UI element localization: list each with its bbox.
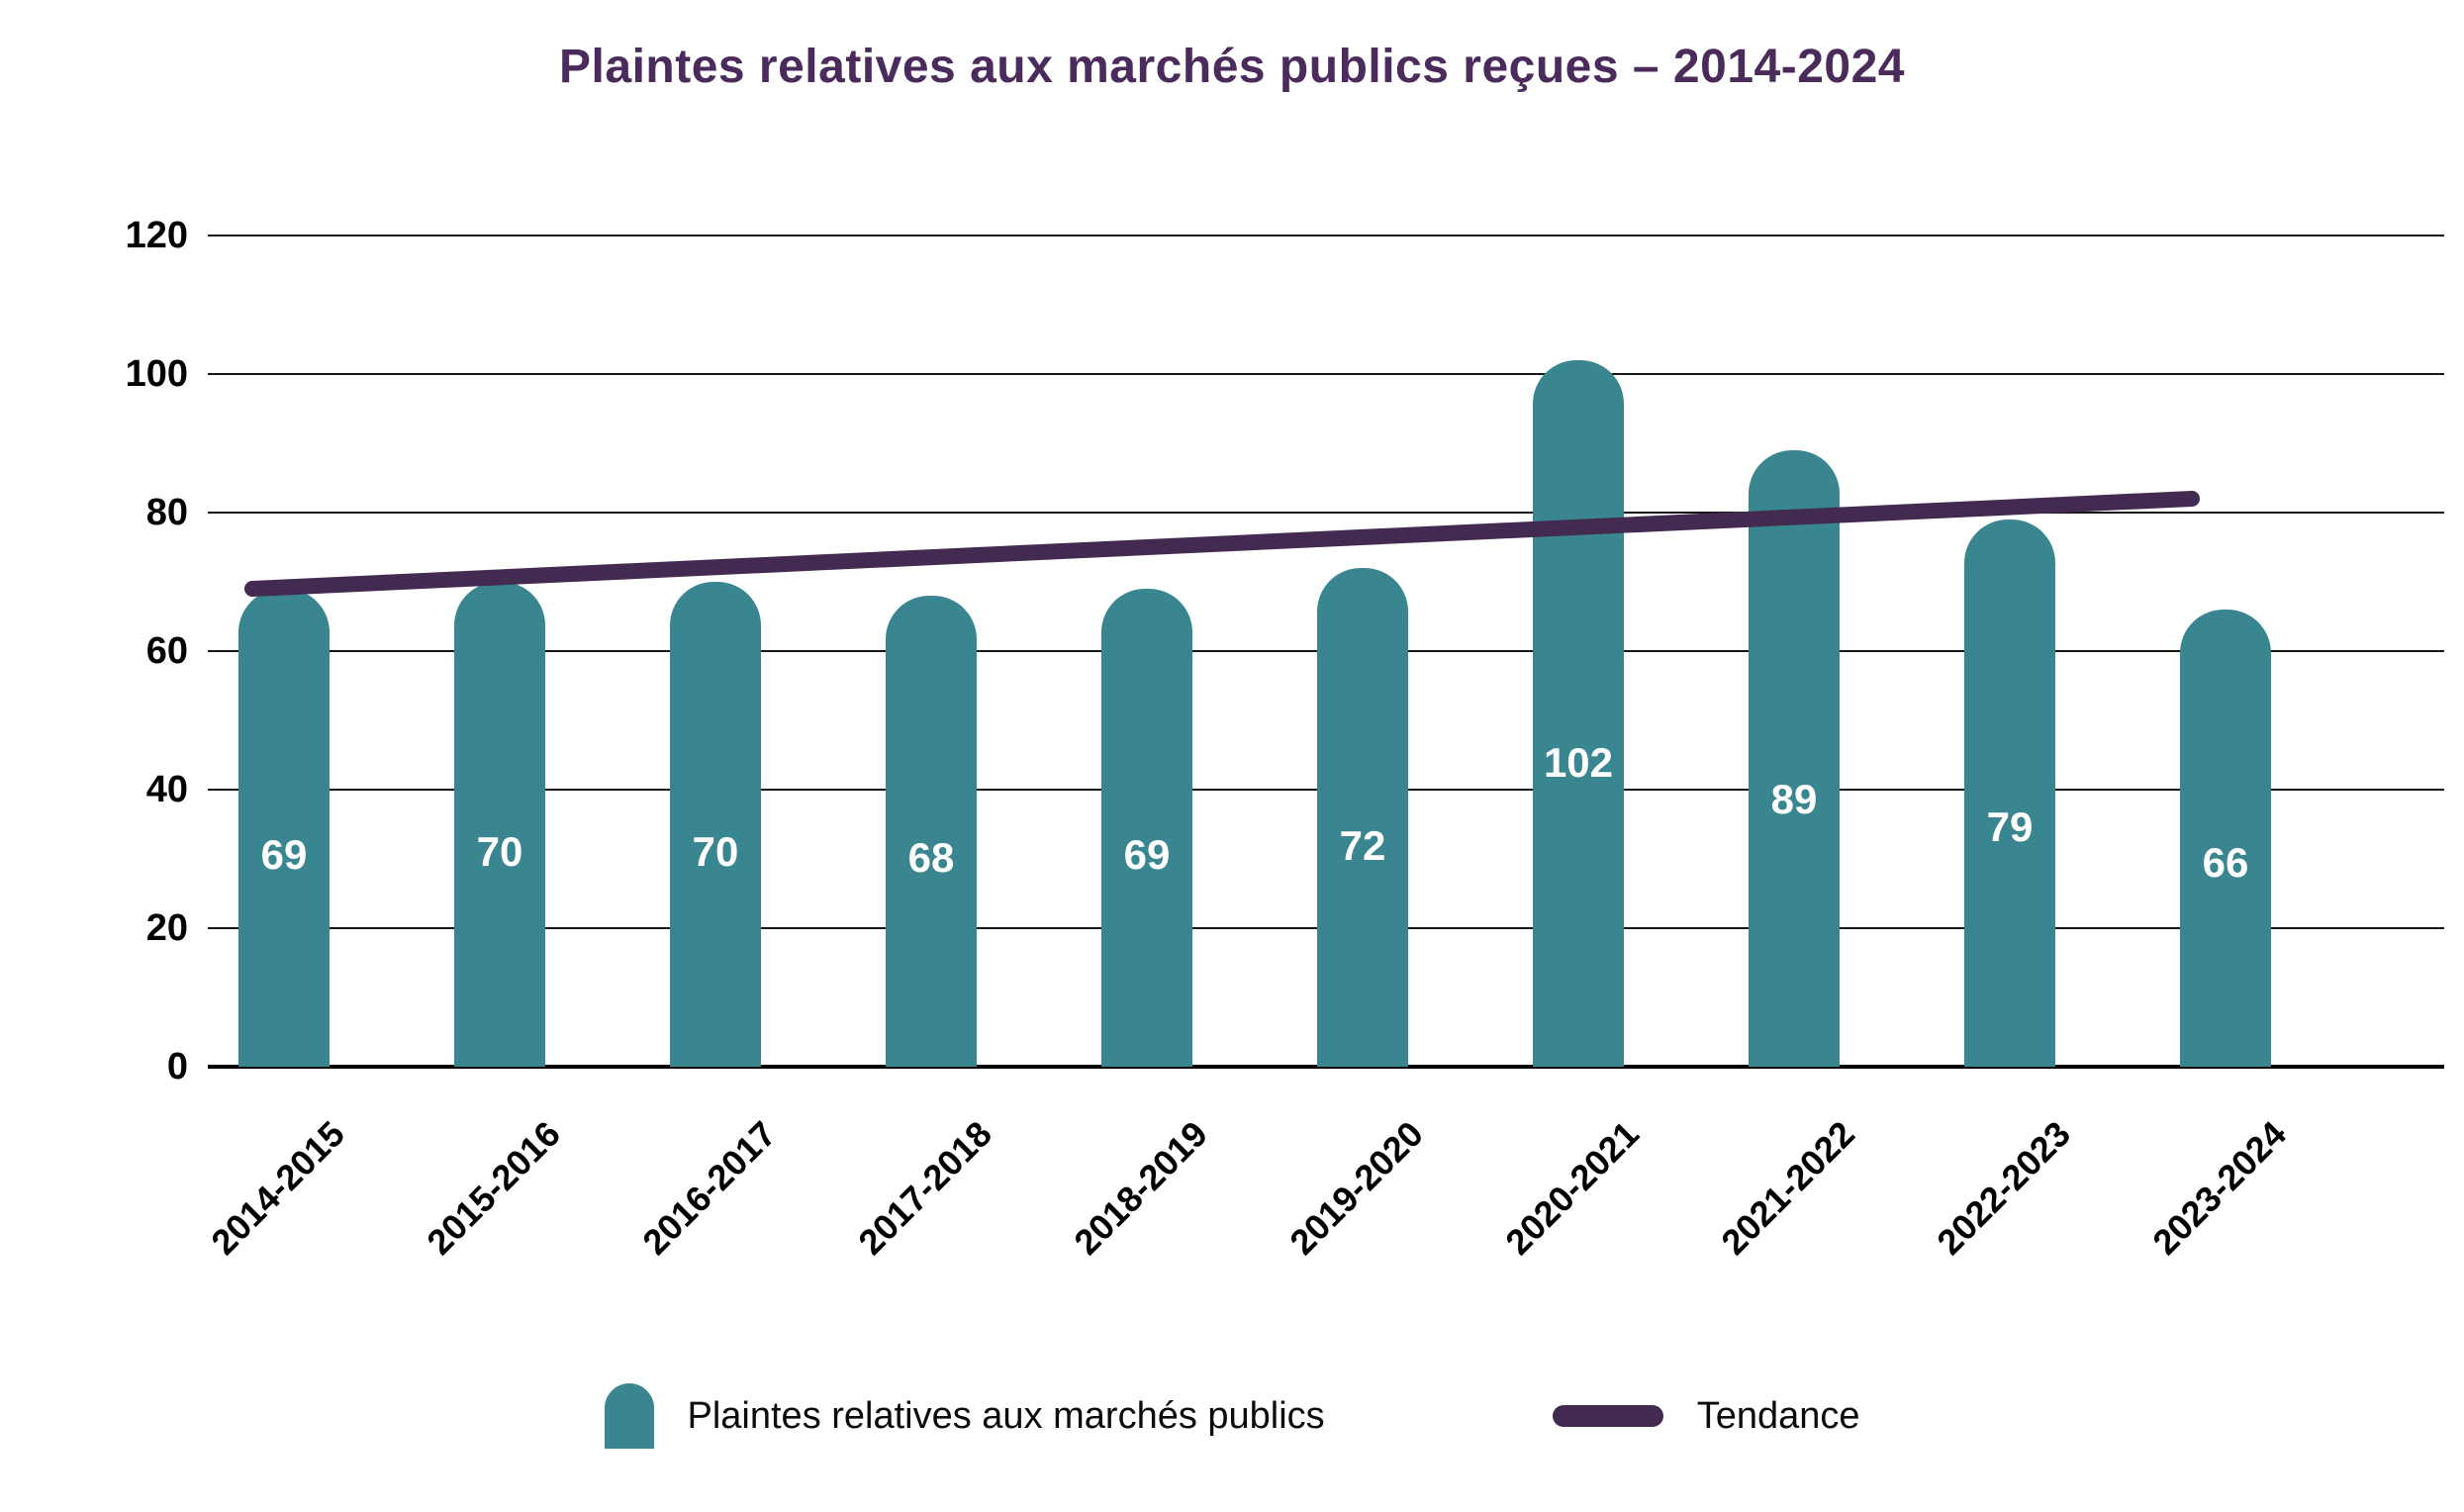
bar-value-label: 72 <box>1339 822 1386 869</box>
trend-line <box>244 491 2200 597</box>
bar-2020-2021: 102 <box>1533 360 1624 1067</box>
y-tick-label-80: 80 <box>145 492 188 533</box>
bar-value-label: 66 <box>2202 839 2249 886</box>
bar-2021-2022: 89 <box>1749 450 1840 1067</box>
bar-2023-2024: 66 <box>2180 610 2271 1067</box>
bar-value-label: 89 <box>1770 776 1818 822</box>
gridline-0 <box>208 1065 2444 1069</box>
legend-trend-label: Tendance <box>1696 1394 1860 1437</box>
bar-2014-2015: 69 <box>238 589 330 1067</box>
bar-2022-2023: 79 <box>1964 520 2055 1067</box>
y-tick-label-40: 40 <box>145 769 188 810</box>
bar-2015-2016: 70 <box>454 582 545 1067</box>
y-tick-label-60: 60 <box>145 630 188 672</box>
y-tick-label-100: 100 <box>125 353 188 395</box>
bar-2016-2017: 70 <box>670 582 761 1067</box>
y-tick-label-120: 120 <box>125 215 188 256</box>
bar-series-swatch-icon <box>604 1383 654 1449</box>
bar-value-label: 70 <box>692 828 739 875</box>
trend-line-swatch-icon <box>1552 1405 1663 1427</box>
gridline-120 <box>208 235 2444 236</box>
y-tick-label-0: 0 <box>166 1046 188 1087</box>
bar-2019-2020: 72 <box>1317 568 1408 1067</box>
bar-value-label: 102 <box>1543 739 1614 786</box>
gridline-80 <box>208 512 2444 514</box>
bar-2017-2018: 68 <box>886 596 977 1067</box>
legend-item-bars: Plaintes relatives aux marchés publics <box>604 1383 1325 1449</box>
bar-value-label: 69 <box>1123 831 1171 878</box>
bar-value-label: 70 <box>476 828 523 875</box>
y-tick-label-20: 20 <box>145 907 188 949</box>
chart-title: Plaintes relatives aux marchés publics r… <box>559 41 1905 93</box>
bar-value-label: 79 <box>1986 803 2034 850</box>
bar-value-label: 68 <box>907 834 955 881</box>
bar-2018-2019: 69 <box>1101 589 1192 1067</box>
bar-value-label: 69 <box>260 831 308 878</box>
legend-bars-label: Plaintes relatives aux marchés publics <box>687 1394 1325 1437</box>
legend: Plaintes relatives aux marchés publics T… <box>0 1383 2464 1449</box>
gridline-100 <box>208 373 2444 375</box>
legend-item-trend: Tendance <box>1552 1394 1860 1438</box>
